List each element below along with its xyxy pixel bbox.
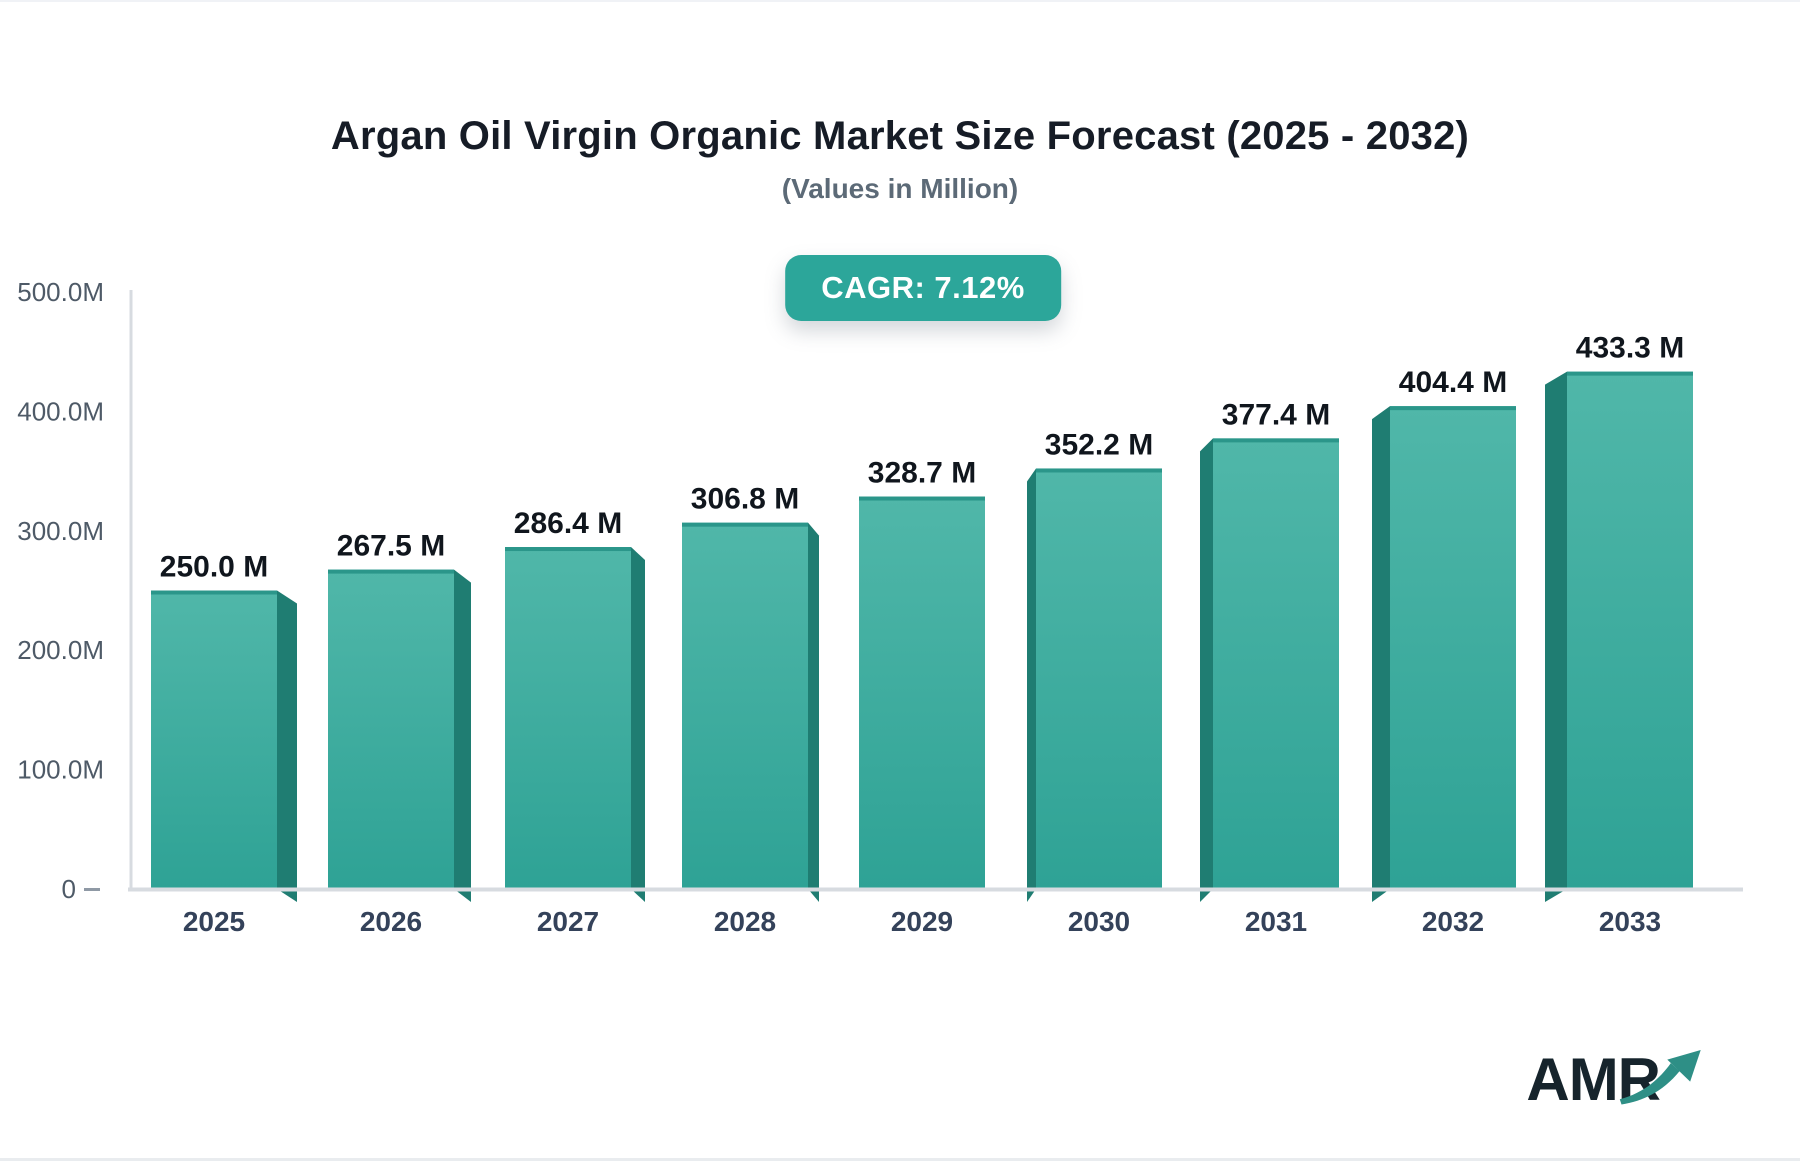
bar-side-face	[1372, 406, 1390, 902]
bar-top-edge	[1390, 406, 1516, 411]
chart-title: Argan Oil Virgin Organic Market Size For…	[330, 114, 1470, 158]
bar-front-face	[328, 569, 454, 891]
bar-value-label: 250.0 M	[160, 551, 268, 584]
bar-top-edge	[505, 547, 631, 552]
bar-side-face	[277, 590, 297, 902]
bars: 250.0 M 267.5 M 286.4 M 306.8 M 328.7 M 352.2…	[151, 332, 1693, 903]
x-tick-label: 2027	[537, 906, 599, 937]
bar-front-face	[859, 496, 985, 891]
y-tick-label: 0	[62, 874, 76, 904]
y-tick-label: 500.0M	[17, 277, 104, 307]
bar: 377.4 M	[1200, 398, 1339, 902]
bar-front-face	[1567, 371, 1693, 892]
bar-front-face	[1390, 406, 1516, 891]
bar-top-edge	[1213, 438, 1339, 443]
bar-side-face	[1200, 438, 1213, 902]
y-tick-label: 200.0M	[17, 635, 104, 665]
chart-subtitle: (Values in Million)	[781, 173, 1019, 204]
trend-up-arrow-icon	[1619, 1049, 1701, 1105]
y-tick-label: 100.0M	[17, 755, 104, 785]
x-tick-label: 2031	[1245, 906, 1307, 937]
bar-front-face	[682, 522, 808, 891]
bar: 328.7 M	[859, 457, 985, 891]
bar-value-label: 306.8 M	[691, 483, 799, 516]
x-axis-labels: 2025 2026 2027 2028 2029 2030 2031 2032 2033	[183, 906, 1661, 937]
bar: 250.0 M	[151, 551, 297, 902]
bar-side-face	[631, 547, 645, 902]
bar: 267.5 M	[328, 530, 471, 902]
bar-value-label: 433.3 M	[1576, 332, 1684, 365]
bar-top-edge	[1036, 468, 1162, 473]
bar: 306.8 M	[682, 483, 819, 902]
bar-side-face	[1027, 468, 1036, 902]
bar-top-edge	[682, 522, 808, 527]
bar-value-label: 352.2 M	[1045, 428, 1153, 461]
y-axis-labels: 0 100.0M 200.0M 300.0M 400.0M 500.0M	[17, 277, 104, 904]
bar-side-face	[808, 522, 819, 902]
bar: 433.3 M	[1545, 332, 1693, 903]
bar-value-label: 404.4 M	[1399, 366, 1507, 399]
bar-side-face	[454, 569, 471, 902]
amr-logo: AMR	[1526, 1048, 1706, 1110]
y-tick-label: 300.0M	[17, 516, 104, 546]
cagr-badge: CAGR: 7.12%	[785, 255, 1061, 321]
bar-value-label: 328.7 M	[868, 457, 976, 490]
bar-value-label: 377.4 M	[1222, 398, 1330, 431]
bar-value-label: 267.5 M	[337, 530, 445, 563]
x-tick-label: 2028	[714, 906, 776, 937]
bar: 352.2 M	[1027, 428, 1162, 902]
bar-top-edge	[151, 590, 277, 595]
x-tick-label: 2033	[1599, 906, 1661, 937]
bar-front-face	[1213, 438, 1339, 891]
bar: 286.4 M	[505, 507, 645, 902]
x-tick-label: 2030	[1068, 906, 1130, 937]
bar-front-face	[1036, 468, 1162, 891]
x-tick-label: 2029	[891, 906, 953, 937]
bar-side-face	[1545, 371, 1567, 903]
bar-front-face	[505, 547, 631, 891]
x-tick-label: 2026	[360, 906, 422, 937]
bar-front-face	[151, 590, 277, 891]
y-tick-label: 400.0M	[17, 396, 104, 426]
x-tick-label: 2032	[1422, 906, 1484, 937]
bar-top-edge	[859, 496, 985, 501]
bar: 404.4 M	[1372, 366, 1516, 902]
bar-value-label: 286.4 M	[514, 507, 622, 540]
x-tick-label: 2025	[183, 906, 245, 937]
bar-top-edge	[328, 569, 454, 574]
bar-top-edge	[1567, 371, 1693, 376]
